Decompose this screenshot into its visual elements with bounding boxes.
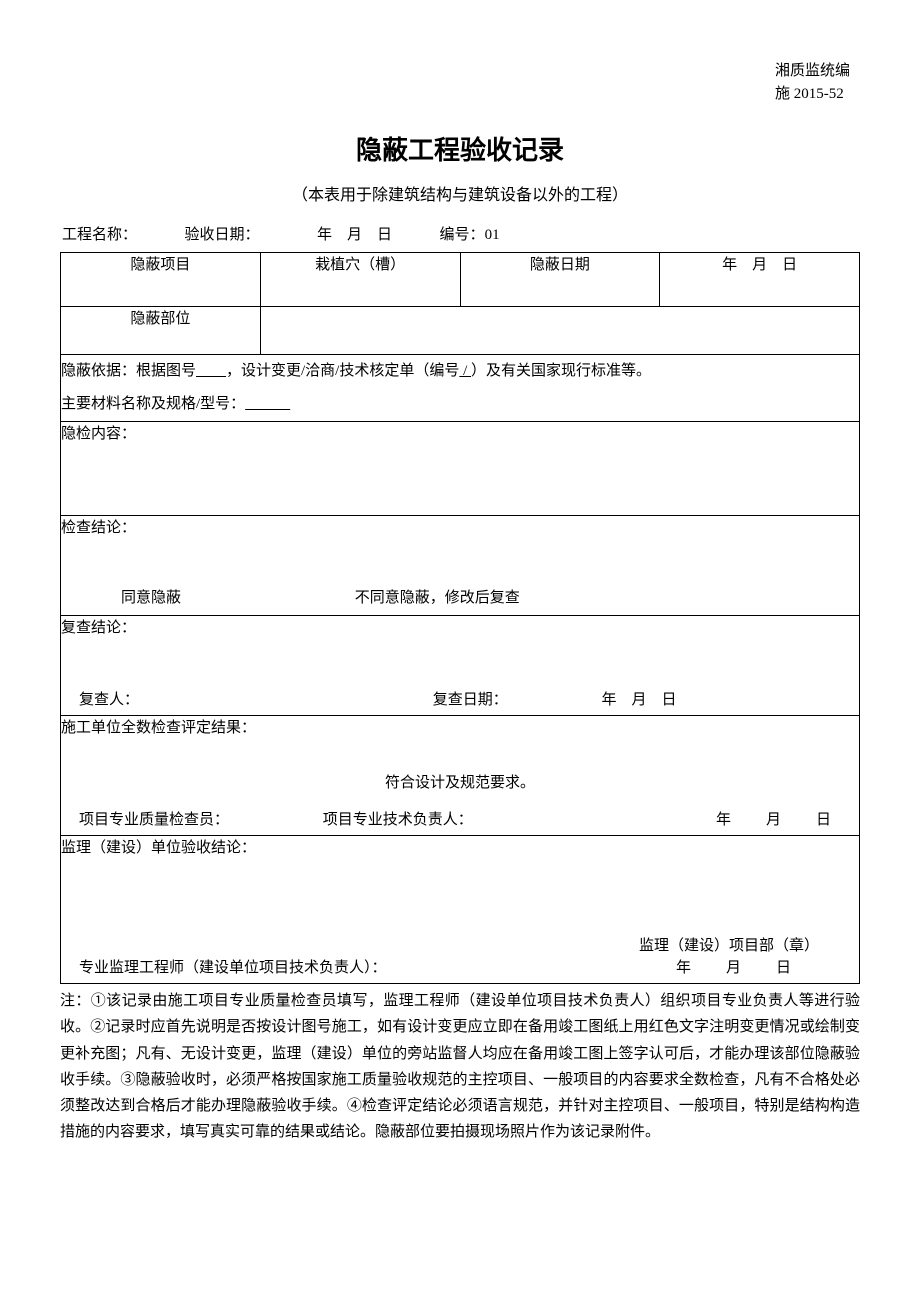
row-recheck: 复查结论： 复查人： 复查日期： 年 月 日 [61,616,860,716]
cell-basis: 隐蔽依据：根据图号 ，设计变更/洽商/技术核定单（编号 / ）及有关国家现行标准… [61,355,860,422]
conclusion-label: 检查结论： [61,520,136,536]
number-value: 01 [485,227,500,243]
row-construction-result: 施工单位全数检查评定结果： 符合设计及规范要求。 项目专业质量检查员： 项目专业… [61,716,860,836]
cell-supervision: 监理（建设）单位验收结论： 监理（建设）项目部（章） 专业监理工程师（建设单位项… [61,836,860,984]
option-disagree: 不同意隐蔽，修改后复查 [355,586,520,607]
doc-header: 湘质监统编 施 2015-52 [775,60,850,105]
row-content: 隐检内容： [61,422,860,516]
form-table: 隐蔽项目 栽植穴（槽） 隐蔽日期 年 月 日 隐蔽部位 隐蔽依据：根据图号 ，设… [60,252,860,984]
construction-bottom: 项目专业质量检查员： 项目专业技术负责人： 年 月 日 [79,808,841,829]
acceptance-date-label: 验收日期： [185,227,260,243]
recheck-date-label: 复查日期： [433,688,508,709]
date-format: 年 月 日 [317,227,392,243]
supervision-stamp: 监理（建设）项目部（章） [639,934,819,955]
doc-header-line2: 施 2015-52 [775,83,850,106]
row-location: 隐蔽部位 [61,307,860,355]
supervision-date: 年 月 日 [676,956,801,977]
construction-date: 年 月 日 [716,808,841,829]
cell-hidden-date-label: 隐蔽日期 [460,253,660,307]
number-label: 编号： [440,227,485,243]
basis-blank2: / [459,363,471,379]
supervision-label: 监理（建设）单位验收结论： [61,840,256,856]
quality-inspector-label: 项目专业质量检查员： [79,808,229,829]
cell-location-value [260,307,859,355]
tech-lead-label: 项目专业技术负责人： [323,808,473,829]
row-conclusion: 检查结论： 同意隐蔽 不同意隐蔽，修改后复查 [61,516,860,616]
basis-line1-c: ）及有关国家现行标准等。 [471,363,651,379]
conclusion-options: 同意隐蔽 不同意隐蔽，修改后复查 [61,586,859,607]
page-title: 隐蔽工程验收记录 [60,130,860,167]
supervision-engineer-label: 专业监理工程师（建设单位项目技术负责人）： [79,956,387,977]
supervision-bottom: 专业监理工程师（建设单位项目技术负责人）： 年 月 日 [79,956,841,977]
row-header: 隐蔽项目 栽植穴（槽） 隐蔽日期 年 月 日 [61,253,860,307]
cell-hidden-item-label: 隐蔽项目 [61,253,261,307]
basis-line2-blank [245,396,290,412]
cell-content: 隐检内容： [61,422,860,516]
notes-text: 注：①该记录由施工项目专业质量检查员填写，监理工程师（建设单位项目技术负责人）组… [60,988,860,1146]
basis-line1-b: ，设计变更/洽商/技术核定单（编号 [226,363,459,379]
content-label: 隐检内容： [61,426,136,442]
recheck-label: 复查结论： [61,620,136,636]
cell-recheck: 复查结论： 复查人： 复查日期： 年 月 日 [61,616,860,716]
row-supervision: 监理（建设）单位验收结论： 监理（建设）项目部（章） 专业监理工程师（建设单位项… [61,836,860,984]
cell-conclusion: 检查结论： 同意隐蔽 不同意隐蔽，修改后复查 [61,516,860,616]
document-page: 湘质监统编 施 2015-52 隐蔽工程验收记录 （本表用于除建筑结构与建筑设备… [0,0,920,1302]
basis-blank1 [196,363,226,379]
basis-line1-a: 隐蔽依据：根据图号 [61,363,196,379]
page-subtitle: （本表用于除建筑结构与建筑设备以外的工程） [60,181,860,205]
construction-result-mid: 符合设计及规范要求。 [61,771,859,792]
info-line: 工程名称： 验收日期： 年 月 日 编号：01 [60,223,860,244]
cell-construction-result: 施工单位全数检查评定结果： 符合设计及规范要求。 项目专业质量检查员： 项目专业… [61,716,860,836]
doc-header-line1: 湘质监统编 [775,60,850,83]
recheck-date-value: 年 月 日 [602,688,677,709]
option-agree: 同意隐蔽 [121,586,181,607]
cell-hidden-item-value: 栽植穴（槽） [260,253,460,307]
cell-hidden-date-value: 年 月 日 [660,253,860,307]
basis-line2-a: 主要材料名称及规格/型号： [61,396,245,412]
recheck-bottom: 复查人： 复查日期： 年 月 日 [79,688,841,709]
basis-line2: 主要材料名称及规格/型号： [61,388,859,421]
row-basis: 隐蔽依据：根据图号 ，设计变更/洽商/技术核定单（编号 / ）及有关国家现行标准… [61,355,860,422]
basis-line1: 隐蔽依据：根据图号 ，设计变更/洽商/技术核定单（编号 / ）及有关国家现行标准… [61,355,859,388]
construction-result-label: 施工单位全数检查评定结果： [61,720,256,736]
project-name-label: 工程名称： [62,227,137,243]
cell-location-label: 隐蔽部位 [61,307,261,355]
recheck-person-label: 复查人： [79,688,139,709]
